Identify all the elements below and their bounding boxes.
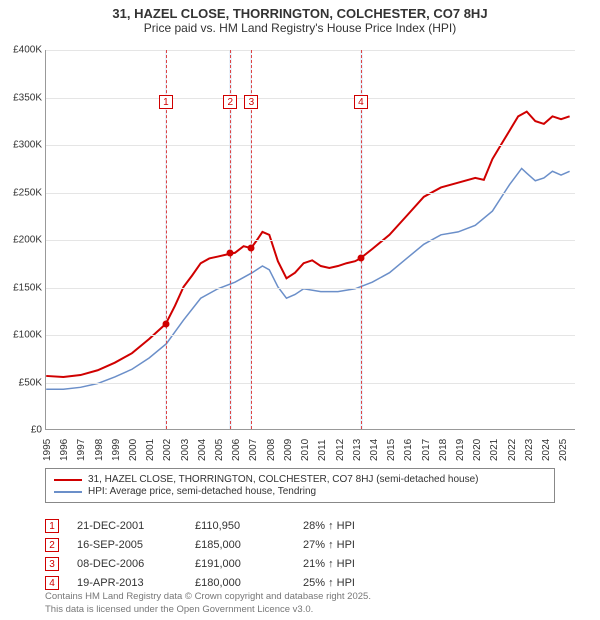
x-axis-label: 2002 <box>162 439 173 461</box>
x-axis-label: 2006 <box>231 439 242 461</box>
x-axis-label: 2025 <box>558 439 569 461</box>
x-axis-label: 2009 <box>283 439 294 461</box>
x-axis-label: 2021 <box>489 439 500 461</box>
title-block: 31, HAZEL CLOSE, THORRINGTON, COLCHESTER… <box>0 0 600 35</box>
legend-row-property: 31, HAZEL CLOSE, THORRINGTON, COLCHESTER… <box>54 474 546 485</box>
footer-line1: Contains HM Land Registry data © Crown c… <box>45 591 371 603</box>
footer-line2: This data is licensed under the Open Gov… <box>45 604 371 616</box>
legend-row-hpi: HPI: Average price, semi-detached house,… <box>54 486 546 497</box>
x-axis-label: 1998 <box>94 439 105 461</box>
title-subtitle: Price paid vs. HM Land Registry's House … <box>0 21 600 35</box>
x-axis-label: 2010 <box>300 439 311 461</box>
sales-row: 4 19-APR-2013 £180,000 25% ↑ HPI <box>45 576 393 590</box>
sales-row-date: 19-APR-2013 <box>77 577 177 589</box>
sale-marker-label: 2 <box>223 95 237 109</box>
x-axis-label: 2016 <box>403 439 414 461</box>
sale-marker-dot <box>162 320 169 327</box>
footer-attribution: Contains HM Land Registry data © Crown c… <box>45 591 371 616</box>
y-axis-label: £100K <box>13 330 46 341</box>
sales-row-price: £191,000 <box>195 558 285 570</box>
sales-row-hpi: 27% ↑ HPI <box>303 539 393 551</box>
sales-row: 1 21-DEC-2001 £110,950 28% ↑ HPI <box>45 519 393 533</box>
x-axis-label: 2008 <box>266 439 277 461</box>
y-axis-label: £0 <box>31 425 46 436</box>
sales-row-marker: 3 <box>45 557 59 571</box>
sales-row-hpi: 25% ↑ HPI <box>303 577 393 589</box>
legend-swatch-blue <box>54 491 82 493</box>
x-axis-label: 2024 <box>541 439 552 461</box>
sale-marker-dot <box>248 244 255 251</box>
sales-row-marker: 4 <box>45 576 59 590</box>
x-axis-label: 2022 <box>507 439 518 461</box>
sales-row-price: £180,000 <box>195 577 285 589</box>
sales-row-price: £185,000 <box>195 539 285 551</box>
x-axis-label: 2007 <box>248 439 259 461</box>
property-line <box>46 112 569 377</box>
y-axis-label: £150K <box>13 282 46 293</box>
gridline-h <box>46 240 575 241</box>
legend-label-property: 31, HAZEL CLOSE, THORRINGTON, COLCHESTER… <box>88 474 479 485</box>
sales-row: 2 16-SEP-2005 £185,000 27% ↑ HPI <box>45 538 393 552</box>
title-address: 31, HAZEL CLOSE, THORRINGTON, COLCHESTER… <box>0 6 600 21</box>
y-axis-label: £350K <box>13 92 46 103</box>
x-axis-label: 2000 <box>128 439 139 461</box>
x-axis-label: 2011 <box>317 439 328 461</box>
y-axis-label: £300K <box>13 140 46 151</box>
gridline-h <box>46 335 575 336</box>
sales-row-hpi: 28% ↑ HPI <box>303 520 393 532</box>
legend-label-hpi: HPI: Average price, semi-detached house,… <box>88 486 316 497</box>
sales-row-date: 08-DEC-2006 <box>77 558 177 570</box>
x-axis-label: 2020 <box>472 439 483 461</box>
x-axis-label: 2001 <box>145 439 156 461</box>
chart-container: 31, HAZEL CLOSE, THORRINGTON, COLCHESTER… <box>0 0 600 620</box>
x-axis-label: 2004 <box>197 439 208 461</box>
gridline-h <box>46 145 575 146</box>
x-axis-label: 2005 <box>214 439 225 461</box>
x-axis-label: 2012 <box>335 439 346 461</box>
y-axis-label: £200K <box>13 235 46 246</box>
chart-plot-area: £0£50K£100K£150K£200K£250K£300K£350K£400… <box>45 50 575 430</box>
sale-marker-dot <box>357 255 364 262</box>
legend-swatch-red <box>54 479 82 481</box>
gridline-h <box>46 193 575 194</box>
x-axis-label: 2014 <box>369 439 380 461</box>
y-axis-label: £250K <box>13 187 46 198</box>
legend-box: 31, HAZEL CLOSE, THORRINGTON, COLCHESTER… <box>45 468 555 503</box>
x-axis-label: 2017 <box>421 439 432 461</box>
gridline-h <box>46 288 575 289</box>
sales-row-marker: 1 <box>45 519 59 533</box>
sales-row-hpi: 21% ↑ HPI <box>303 558 393 570</box>
y-axis-label: £400K <box>13 45 46 56</box>
x-axis-label: 2023 <box>524 439 535 461</box>
x-axis-label: 1997 <box>76 439 87 461</box>
x-axis-label: 1999 <box>111 439 122 461</box>
sales-row: 3 08-DEC-2006 £191,000 21% ↑ HPI <box>45 557 393 571</box>
x-axis-label: 2019 <box>455 439 466 461</box>
x-axis-label: 1995 <box>42 439 53 461</box>
x-axis-label: 2018 <box>438 439 449 461</box>
x-axis-label: 2013 <box>352 439 363 461</box>
x-axis-label: 2003 <box>180 439 191 461</box>
sales-table: 1 21-DEC-2001 £110,950 28% ↑ HPI 2 16-SEP-200… <box>45 514 393 595</box>
sale-marker-label: 4 <box>354 95 368 109</box>
gridline-h <box>46 98 575 99</box>
x-axis-label: 1996 <box>59 439 70 461</box>
sales-row-price: £110,950 <box>195 520 285 532</box>
gridline-h <box>46 383 575 384</box>
y-axis-label: £50K <box>19 377 46 388</box>
sales-row-marker: 2 <box>45 538 59 552</box>
x-axis-label: 2015 <box>386 439 397 461</box>
sales-row-date: 16-SEP-2005 <box>77 539 177 551</box>
sales-row-date: 21-DEC-2001 <box>77 520 177 532</box>
sale-marker-label: 1 <box>159 95 173 109</box>
gridline-h <box>46 50 575 51</box>
sale-marker-dot <box>227 250 234 257</box>
sale-marker-label: 3 <box>244 95 258 109</box>
